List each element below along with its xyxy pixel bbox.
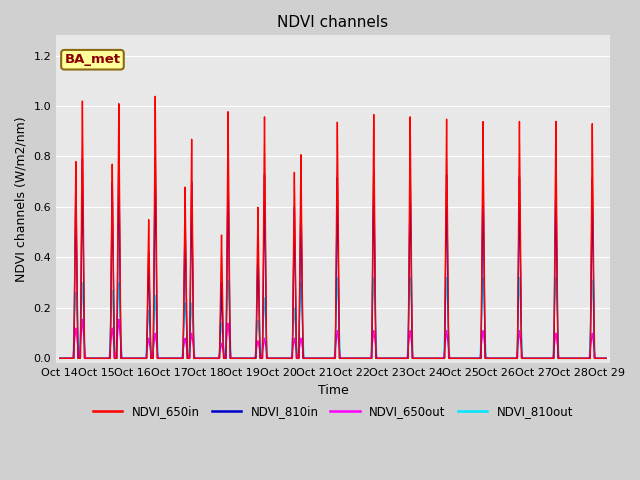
Line: NDVI_650out: NDVI_650out <box>60 319 606 359</box>
NDVI_810in <box>74 300 81 306</box>
NDVI_810out <box>176 356 184 361</box>
Text: BA_met: BA_met <box>65 53 120 66</box>
Legend: NDVI_650in, NDVI_810in, NDVI_650out, NDVI_810out: NDVI_650in, NDVI_810in, NDVI_650out, NDV… <box>88 401 578 423</box>
NDVI_650out <box>56 356 63 361</box>
NDVI_650in <box>187 209 195 215</box>
NDVI_650out <box>79 316 86 322</box>
NDVI_650out <box>74 339 81 345</box>
Line: NDVI_650in: NDVI_650in <box>60 96 606 359</box>
NDVI_650in <box>74 293 81 299</box>
NDVI_810out <box>56 356 63 361</box>
NDVI_650in <box>152 94 159 99</box>
NDVI_810in <box>176 356 184 361</box>
NDVI_810in <box>56 356 63 361</box>
Line: NDVI_810out: NDVI_810out <box>60 277 606 359</box>
NDVI_810out <box>602 356 610 361</box>
NDVI_810out <box>187 312 195 318</box>
NDVI_650out <box>602 356 610 361</box>
NDVI_650in <box>176 356 184 361</box>
NDVI_650out <box>345 356 353 361</box>
NDVI_650in <box>345 356 353 361</box>
NDVI_650in <box>602 356 610 361</box>
NDVI_650out <box>187 336 195 342</box>
Y-axis label: NDVI channels (W/m2/nm): NDVI channels (W/m2/nm) <box>15 117 28 282</box>
NDVI_810in <box>152 154 159 160</box>
NDVI_810in <box>115 209 123 215</box>
NDVI_650in <box>56 356 63 361</box>
NDVI_810in <box>345 356 353 361</box>
NDVI_810out <box>74 320 81 325</box>
X-axis label: Time: Time <box>317 384 348 397</box>
Title: NDVI channels: NDVI channels <box>277 15 388 30</box>
Line: NDVI_810in: NDVI_810in <box>60 157 606 359</box>
NDVI_810out <box>345 356 353 361</box>
NDVI_810out <box>115 293 123 299</box>
NDVI_810in <box>187 238 195 244</box>
NDVI_650in <box>530 356 538 361</box>
NDVI_650out <box>115 324 123 329</box>
NDVI_810out <box>529 356 537 361</box>
NDVI_650in <box>115 168 123 174</box>
NDVI_650out <box>176 356 184 361</box>
NDVI_810out <box>552 275 560 280</box>
NDVI_810in <box>530 356 538 361</box>
NDVI_810in <box>602 356 610 361</box>
NDVI_650out <box>530 356 538 361</box>
